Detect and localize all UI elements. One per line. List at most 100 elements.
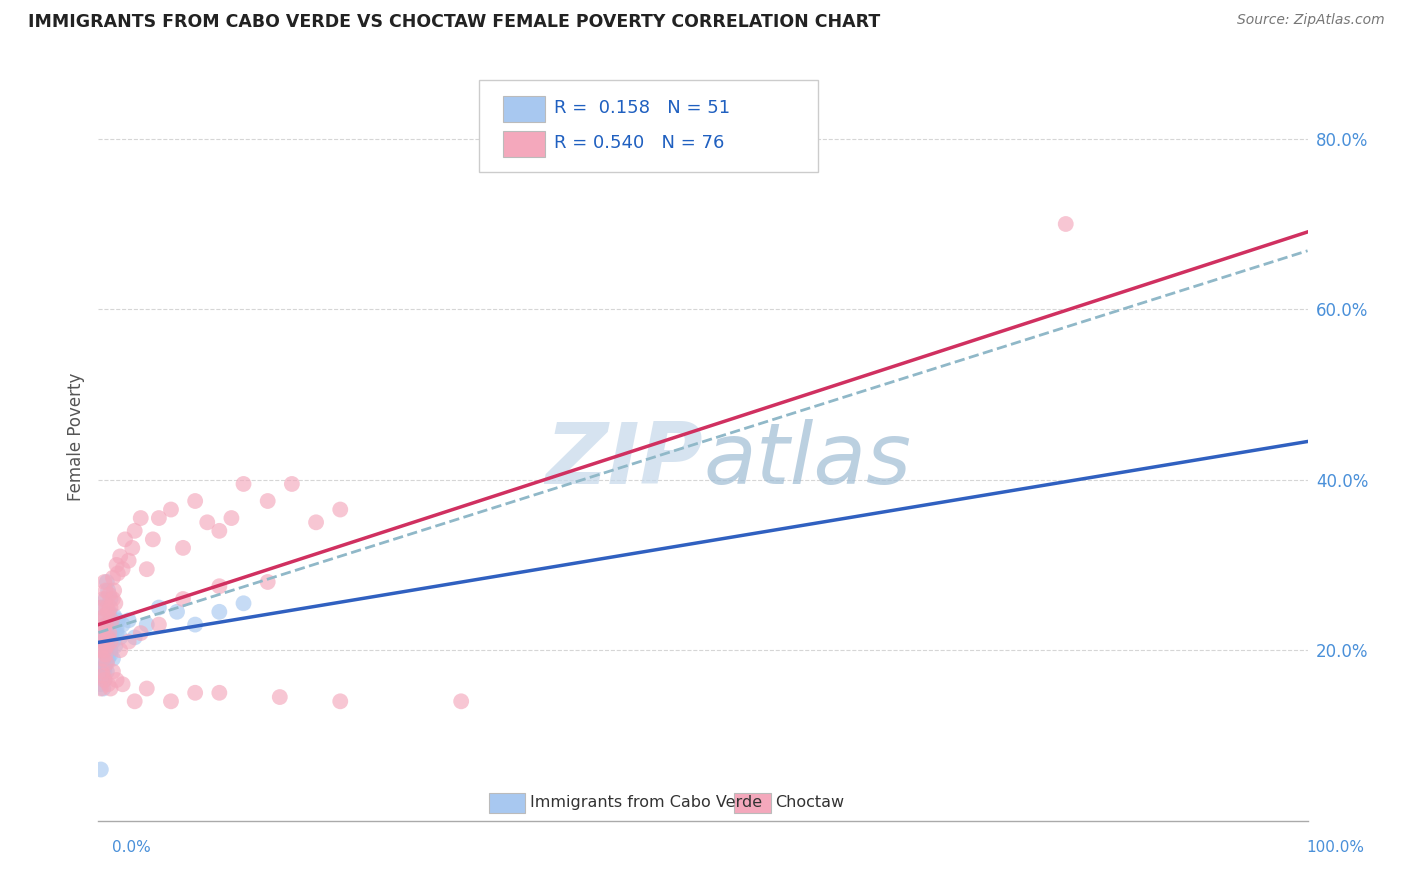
Point — [148, 617, 170, 632]
Point — [135, 562, 157, 576]
Point — [148, 511, 170, 525]
Point — [97, 651, 120, 665]
Point — [172, 541, 194, 555]
Point — [96, 600, 118, 615]
Point — [91, 656, 114, 670]
Point — [305, 516, 328, 530]
Point — [91, 669, 114, 683]
FancyBboxPatch shape — [503, 131, 544, 157]
FancyBboxPatch shape — [734, 793, 770, 813]
Point — [103, 583, 125, 598]
Point — [329, 694, 352, 708]
Point — [90, 763, 112, 777]
Point — [91, 600, 114, 615]
Point — [91, 634, 114, 648]
Point — [93, 643, 115, 657]
Point — [101, 571, 124, 585]
Point — [104, 596, 127, 610]
Point — [100, 681, 122, 696]
Point — [232, 596, 254, 610]
Text: atlas: atlas — [703, 418, 911, 501]
FancyBboxPatch shape — [503, 95, 544, 122]
Point — [97, 583, 120, 598]
Point — [96, 643, 118, 657]
Point — [91, 643, 114, 657]
Point — [93, 673, 115, 687]
Point — [166, 605, 188, 619]
Point — [96, 656, 118, 670]
Point — [172, 592, 194, 607]
Point — [103, 609, 125, 624]
Point — [91, 651, 114, 665]
Point — [97, 648, 120, 662]
Point — [100, 613, 122, 627]
Point — [184, 494, 207, 508]
Point — [100, 643, 122, 657]
Point — [98, 588, 121, 602]
Point — [93, 609, 115, 624]
Point — [101, 634, 124, 648]
Point — [208, 579, 231, 593]
Point — [94, 583, 117, 598]
Point — [184, 617, 207, 632]
Point — [93, 673, 115, 687]
Point — [329, 502, 352, 516]
Text: R =  0.158   N = 51: R = 0.158 N = 51 — [554, 99, 730, 117]
Point — [160, 694, 183, 708]
Point — [91, 613, 114, 627]
Point — [100, 600, 122, 615]
FancyBboxPatch shape — [489, 793, 526, 813]
Point — [105, 626, 128, 640]
Point — [96, 665, 118, 679]
Point — [91, 592, 114, 607]
Point — [100, 648, 122, 662]
Point — [100, 634, 122, 648]
Point — [98, 626, 121, 640]
Point — [101, 592, 124, 607]
Point — [90, 677, 112, 691]
Point — [96, 574, 118, 589]
Point — [101, 651, 124, 665]
Point — [98, 605, 121, 619]
Point — [114, 533, 136, 547]
Point — [96, 617, 118, 632]
Point — [90, 626, 112, 640]
Point — [269, 690, 291, 704]
Point — [208, 686, 231, 700]
Point — [93, 665, 115, 679]
Point — [105, 622, 128, 636]
Point — [94, 656, 117, 670]
Point — [129, 511, 152, 525]
Point — [135, 617, 157, 632]
Point — [450, 694, 472, 708]
Point — [108, 643, 131, 657]
Point — [90, 600, 112, 615]
Point — [91, 634, 114, 648]
Point — [208, 524, 231, 538]
Point — [90, 681, 112, 696]
Point — [93, 609, 115, 624]
Point — [91, 665, 114, 679]
Point — [148, 600, 170, 615]
Point — [93, 574, 115, 589]
Y-axis label: Female Poverty: Female Poverty — [66, 373, 84, 501]
Point — [91, 669, 114, 683]
Text: R = 0.540   N = 76: R = 0.540 N = 76 — [554, 135, 724, 153]
Point — [121, 541, 143, 555]
Point — [124, 631, 146, 645]
Point — [101, 622, 124, 636]
Point — [97, 626, 120, 640]
Point — [90, 643, 112, 657]
Point — [101, 665, 124, 679]
Point — [221, 511, 243, 525]
Point — [94, 592, 117, 607]
Point — [91, 622, 114, 636]
Point — [96, 639, 118, 653]
Point — [107, 566, 129, 581]
Point — [104, 639, 127, 653]
Point — [93, 622, 115, 636]
Point — [100, 631, 122, 645]
Point — [1054, 217, 1077, 231]
Point — [98, 634, 121, 648]
Point — [105, 673, 128, 687]
